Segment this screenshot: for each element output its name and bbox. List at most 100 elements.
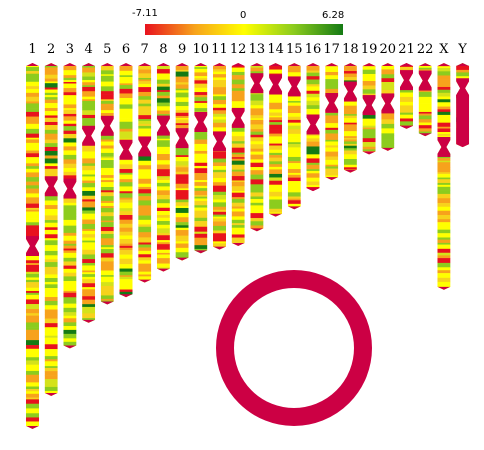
band <box>456 65 470 71</box>
band <box>437 281 451 288</box>
band <box>26 218 39 223</box>
band <box>100 81 114 87</box>
band <box>194 210 208 216</box>
chromosome-19 <box>362 63 376 155</box>
band <box>269 164 283 168</box>
band <box>213 113 226 118</box>
band <box>119 108 133 114</box>
band <box>44 155 58 159</box>
band <box>63 219 77 224</box>
band <box>156 182 170 187</box>
band <box>119 215 133 220</box>
band <box>63 290 77 294</box>
band <box>231 191 245 193</box>
band <box>400 109 413 113</box>
band <box>231 180 245 183</box>
band <box>213 90 226 95</box>
band <box>213 191 226 196</box>
band <box>156 144 170 148</box>
band <box>26 408 39 414</box>
telomere <box>287 206 301 210</box>
band <box>26 348 39 354</box>
band <box>269 196 283 200</box>
band <box>82 72 96 77</box>
centromere <box>100 115 114 136</box>
band <box>213 174 226 179</box>
band <box>26 67 39 72</box>
band <box>100 100 114 105</box>
band <box>269 152 283 156</box>
band <box>194 131 208 136</box>
band <box>269 187 283 193</box>
band <box>194 108 208 112</box>
band <box>194 177 208 181</box>
band <box>175 67 189 71</box>
band <box>156 169 170 173</box>
band <box>175 117 189 120</box>
band <box>250 159 264 164</box>
band <box>362 146 376 150</box>
band <box>437 162 451 168</box>
telomere <box>138 279 152 283</box>
telomere <box>343 63 357 66</box>
band <box>213 243 226 249</box>
band <box>100 175 114 179</box>
band <box>26 389 39 392</box>
band <box>138 174 152 180</box>
band <box>44 211 58 216</box>
band <box>156 186 170 191</box>
color-scale-min-label: -7.11 <box>132 8 158 19</box>
band <box>44 305 58 310</box>
band <box>362 138 376 143</box>
telomere <box>175 63 189 66</box>
band <box>119 239 133 244</box>
chromosome-10 <box>194 63 208 254</box>
band <box>437 255 451 259</box>
band <box>437 83 451 88</box>
band <box>82 234 96 238</box>
band <box>343 161 357 166</box>
band <box>138 87 152 93</box>
band <box>437 172 451 175</box>
band <box>437 99 451 103</box>
band <box>138 125 152 129</box>
band <box>156 146 170 151</box>
band <box>63 175 77 180</box>
band <box>26 166 39 170</box>
band <box>26 403 39 409</box>
band <box>287 116 301 121</box>
band <box>194 226 208 232</box>
band <box>44 115 58 119</box>
band <box>119 85 133 90</box>
band <box>343 80 357 83</box>
band <box>231 147 245 153</box>
band <box>63 238 77 241</box>
band <box>100 187 114 191</box>
band <box>325 168 339 173</box>
band <box>138 69 152 74</box>
band <box>437 96 451 100</box>
band <box>26 211 39 214</box>
chromosome-12 <box>231 63 245 246</box>
band <box>306 100 320 106</box>
band <box>343 148 357 151</box>
band <box>194 80 208 84</box>
band <box>26 423 39 426</box>
band <box>100 164 114 169</box>
band <box>437 267 451 271</box>
band <box>44 229 58 232</box>
band <box>119 297 133 298</box>
band <box>138 219 152 225</box>
band <box>44 74 58 79</box>
band <box>82 76 96 81</box>
band <box>287 196 301 200</box>
centromere <box>44 176 58 197</box>
band <box>82 104 96 108</box>
band <box>194 87 208 91</box>
band <box>343 128 357 132</box>
band <box>138 131 152 136</box>
band <box>82 313 96 319</box>
band <box>437 277 451 283</box>
band <box>44 255 58 260</box>
band <box>194 225 208 228</box>
